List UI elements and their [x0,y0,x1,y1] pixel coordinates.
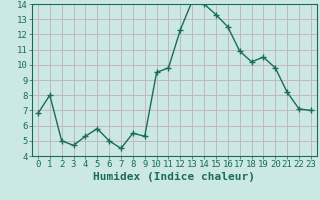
X-axis label: Humidex (Indice chaleur): Humidex (Indice chaleur) [93,172,255,182]
